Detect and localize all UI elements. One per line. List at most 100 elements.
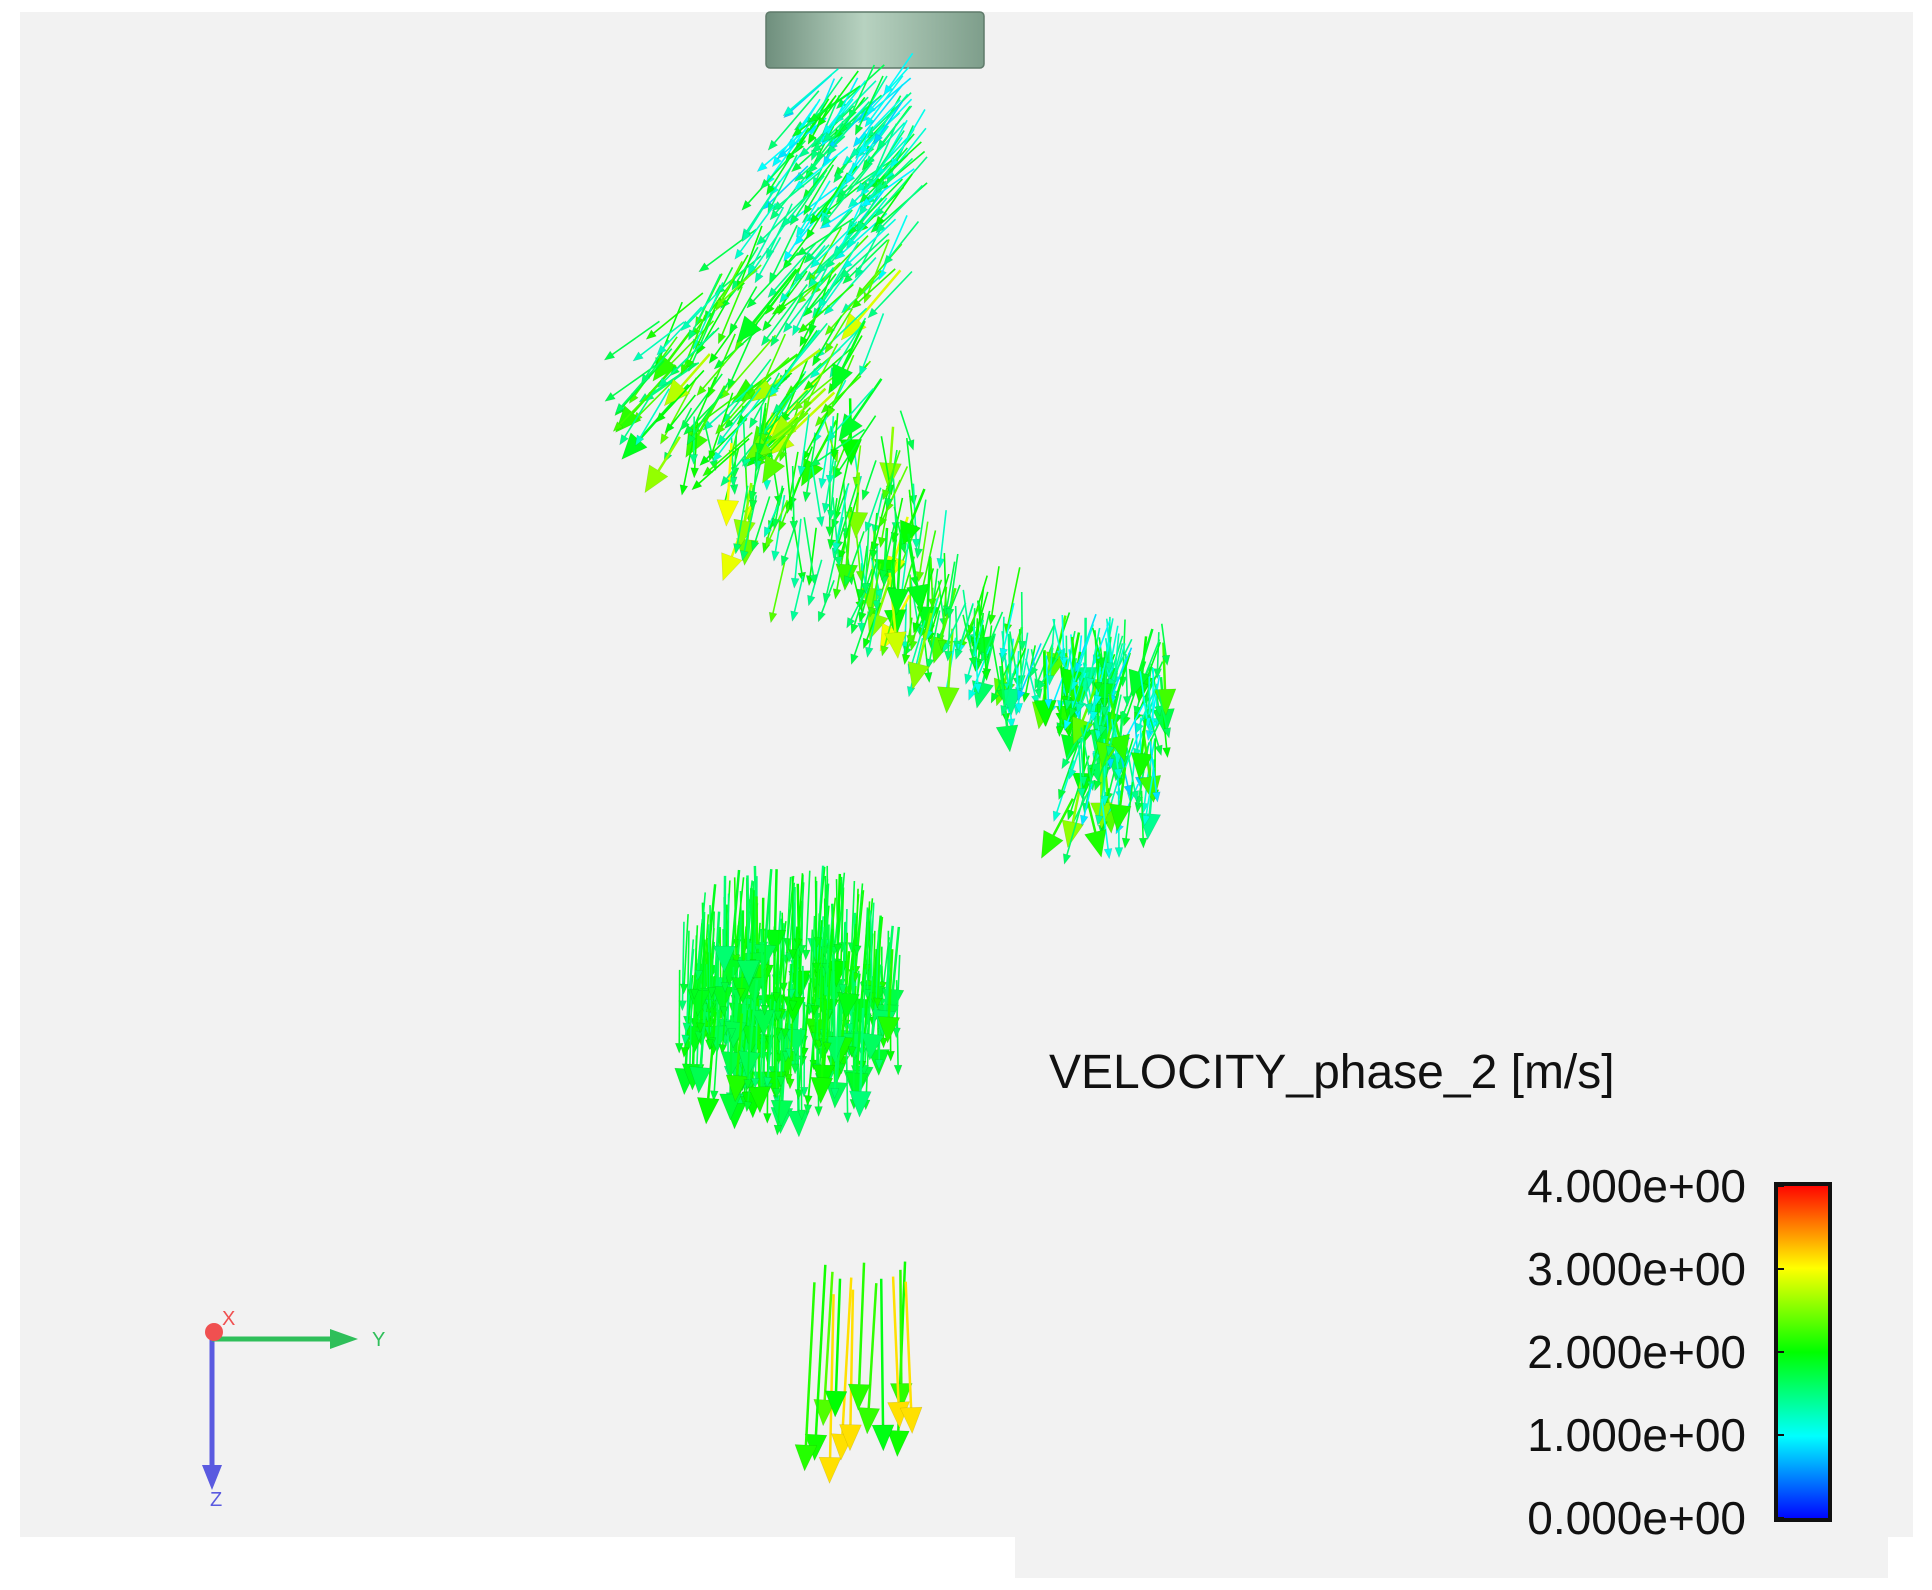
arrow-shaft <box>830 460 837 511</box>
arrow-shaft <box>812 98 834 137</box>
arrow-head <box>853 944 862 957</box>
arrow-shaft <box>1103 651 1108 707</box>
arrow-head <box>825 526 835 538</box>
velocity-arrow <box>999 602 1015 660</box>
arrow-shaft <box>764 411 808 445</box>
arrow-head <box>690 988 699 1000</box>
arrow-head <box>772 403 783 415</box>
arrow-head <box>812 355 822 367</box>
arrow-shaft <box>683 914 689 985</box>
velocity-arrow <box>635 388 670 447</box>
velocity-arrow <box>1057 742 1080 801</box>
velocity-arrow <box>728 286 758 335</box>
arrow-shaft <box>853 178 904 229</box>
arrow-shaft <box>800 874 804 946</box>
arrow-head <box>604 391 616 402</box>
arrow-shaft <box>775 930 780 993</box>
velocity-arrow <box>772 362 822 415</box>
arrow-shaft <box>1080 727 1092 782</box>
arrow-head <box>814 415 826 428</box>
arrow-shaft <box>860 180 887 224</box>
velocity-arrow <box>707 911 717 999</box>
arrow-head <box>691 479 703 491</box>
arrow-head <box>805 228 816 241</box>
inlet-cylinder <box>765 11 985 69</box>
arrow-shaft <box>753 282 789 327</box>
arrow-head <box>763 1113 772 1125</box>
arrow-head <box>720 982 730 994</box>
velocity-arrow <box>912 568 935 634</box>
velocity-arrow <box>817 241 860 310</box>
arrow-shaft <box>859 1007 865 1092</box>
arrow-head <box>800 1047 809 1059</box>
arrow-head <box>728 322 739 335</box>
arrow-shaft <box>831 954 836 1037</box>
arrow-shaft <box>1108 694 1121 737</box>
arrow-head <box>696 1022 705 1034</box>
arrow-head <box>771 305 783 315</box>
velocity-arrow <box>770 291 805 348</box>
arrow-shaft <box>767 1001 776 1078</box>
velocity-arrow <box>864 75 904 128</box>
velocity-arrow <box>837 923 860 1020</box>
velocity-arrow <box>945 553 959 620</box>
arrow-shaft <box>887 949 894 1018</box>
colorbar-tick-label: 2.000e+00 <box>1527 1326 1746 1378</box>
arrow-head <box>943 650 953 662</box>
arrow-head <box>837 991 860 1020</box>
arrow-shaft <box>752 268 798 324</box>
arrow-head <box>707 987 717 999</box>
velocity-arrow <box>884 449 898 510</box>
arrow-shaft <box>1144 639 1161 676</box>
velocity-arrow <box>818 425 832 490</box>
arrow-shaft <box>770 127 810 188</box>
velocity-arrow <box>1075 671 1089 715</box>
velocity-arrow <box>821 162 873 227</box>
arrow-shaft <box>657 436 681 472</box>
arrow-head <box>1017 689 1026 702</box>
arrow-head <box>816 516 825 528</box>
arrow-head <box>823 1042 832 1054</box>
arrow-shaft <box>1148 714 1160 747</box>
arrow-shaft <box>930 557 934 599</box>
arrow-head <box>843 1112 852 1124</box>
velocity-arrow <box>1153 632 1162 680</box>
arrow-head <box>765 536 774 549</box>
arrow-head <box>683 424 694 436</box>
velocity-arrow <box>1126 747 1140 802</box>
arrow-shaft <box>882 525 895 571</box>
arrow-shaft <box>842 922 846 985</box>
arrow-shaft <box>780 1008 783 1077</box>
arrow-shaft <box>885 450 901 491</box>
velocity-arrow <box>874 173 913 227</box>
arrow-shaft <box>680 353 711 388</box>
arrow-shaft <box>646 362 698 398</box>
arrow-shaft <box>887 449 898 499</box>
arrow-head <box>847 1045 857 1058</box>
arrow-head <box>886 1429 910 1458</box>
arrow-head <box>728 476 738 488</box>
arrow-shaft <box>818 926 826 999</box>
arrow-head <box>804 1094 813 1107</box>
arrow-shaft <box>817 235 869 288</box>
arrow-head <box>725 1074 749 1103</box>
arrow-shaft <box>723 447 740 504</box>
velocity-arrow <box>1091 627 1105 669</box>
arrow-head <box>945 607 955 620</box>
arrow-head <box>839 1424 862 1452</box>
arrow-head <box>823 304 835 316</box>
velocity-arrow <box>712 394 764 463</box>
velocity-arrow <box>886 533 910 616</box>
arrow-shaft <box>752 252 799 302</box>
arrow-shaft <box>1160 623 1167 656</box>
arrow-shaft <box>853 609 871 656</box>
arrow-shaft <box>871 122 906 159</box>
arrow-head <box>767 287 778 299</box>
velocity-arrow <box>1149 741 1161 803</box>
arrow-head <box>723 418 735 430</box>
arrow-head <box>803 380 815 391</box>
z-axis-head <box>202 1465 222 1490</box>
arrow-head <box>792 271 804 283</box>
arrow-head <box>751 540 760 552</box>
arrow-shaft <box>982 624 987 671</box>
